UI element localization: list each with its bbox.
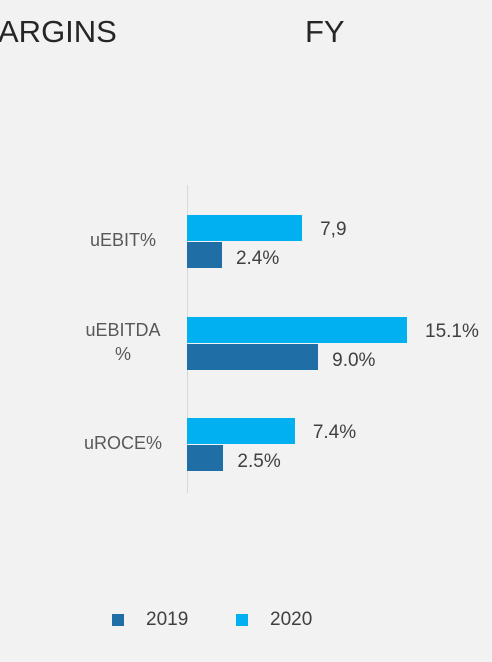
chart-title: ARGINS <box>0 14 117 49</box>
category-label: uROCE% <box>83 433 163 453</box>
legend-label: 2019 <box>146 609 189 630</box>
bar <box>187 445 224 471</box>
value-label: 9.0% <box>332 349 376 371</box>
value-label: 7,9 <box>320 219 347 240</box>
legend-label: 2020 <box>270 609 313 630</box>
value-label: 15.1% <box>425 320 479 342</box>
category-label: uEBIT% <box>89 230 157 250</box>
value-label: 2.5% <box>237 451 281 472</box>
value-label: 2.4% <box>235 248 280 269</box>
legend-swatch <box>112 614 124 626</box>
bar <box>187 242 222 268</box>
bar <box>187 316 407 343</box>
chart-subtitle: FY <box>305 14 345 49</box>
bar <box>187 418 295 444</box>
legend-swatch <box>236 614 248 626</box>
bar <box>187 215 303 241</box>
value-label: 7.4% <box>312 422 357 443</box>
category-label: uEBITDA % <box>85 319 161 364</box>
bar <box>187 343 319 370</box>
